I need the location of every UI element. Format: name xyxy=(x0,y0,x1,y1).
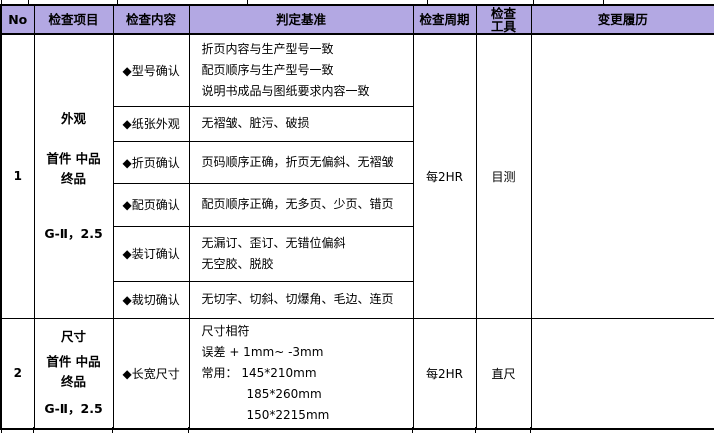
tool-cell: 目测 xyxy=(475,33,532,319)
history-cell xyxy=(530,317,714,429)
col-header-content: 检查内容 xyxy=(112,4,190,35)
criteria-line: 页码顺序正确，折页无偏斜、无褶皱 xyxy=(201,154,394,169)
criteria-line: 尺寸相符 xyxy=(201,323,250,338)
col-header-no: No xyxy=(0,4,35,35)
inspection-table: No 检查项目 检查内容 判定基准 检查周期 检查工具 变更履历 1 外观 首件… xyxy=(0,4,714,430)
criteria-line: 无切字、切斜、切爆角、毛边、连页 xyxy=(201,292,394,306)
col-header-tool-label: 检查工具 xyxy=(490,5,516,34)
check-content-cell: ◆装订确认 xyxy=(112,225,190,282)
table-row: ◆配页确认 配页顺序正确，无多页、少页、错页 xyxy=(1,182,714,227)
inspection-item-lines: 尺寸 首件 中品 终品 G-Ⅱ，2.5 xyxy=(35,327,112,419)
grid-line-fragment xyxy=(28,0,29,4)
criteria-cell: 折页内容与生产型号一致 配页顺序与生产型号一致 说明书成品与图纸要求内容一致 xyxy=(188,33,414,107)
tool-cell: 直尺 xyxy=(475,317,532,429)
history-cell xyxy=(530,33,714,319)
check-content-cell: ◆裁切确认 xyxy=(112,280,190,319)
col-header-history: 变更履历 xyxy=(530,4,714,35)
grid-line-fragment xyxy=(33,427,34,433)
criteria-cell: 无褶皱、脏污、破损 xyxy=(188,105,414,142)
grid-line-fragment xyxy=(112,427,113,433)
criteria-line: 配页顺序正确，无多页、少页、错页 xyxy=(201,197,394,211)
check-content-cell: ◆配页确认 xyxy=(112,182,190,227)
grid-line-fragment xyxy=(412,427,413,433)
criteria-line: 无空胶、脱胶 xyxy=(201,256,274,271)
criteria-cell: 无漏订、歪订、无错位偏斜 无空胶、脱胶 xyxy=(188,225,414,282)
criteria-cell: 无切字、切斜、切爆角、毛边、连页 xyxy=(188,280,414,319)
cycle-cell: 每2HR xyxy=(412,317,477,429)
col-header-criteria: 判定基准 xyxy=(188,4,414,35)
check-content-cell: ◆纸张外观 xyxy=(112,105,190,142)
item-line: 外观 xyxy=(60,110,86,126)
criteria-line: 150*2215mm xyxy=(246,407,330,422)
table-row: ◆折页确认 页码顺序正确，折页无偏斜、无褶皱 xyxy=(1,140,714,184)
grid-line-fragment xyxy=(533,0,534,4)
criteria-line: 185*260mm xyxy=(246,386,322,401)
criteria-line: 误差 + 1mm~ -3mm xyxy=(201,344,324,359)
table-row: ◆装订确认 无漏订、歪订、无错位偏斜 无空胶、脱胶 xyxy=(1,225,714,282)
criteria-line: 无漏订、歪订、无错位偏斜 xyxy=(201,235,346,250)
check-content-cell: ◆长宽尺寸 xyxy=(112,317,190,429)
check-content-cell: ◆型号确认 xyxy=(112,33,190,107)
grid-line-fragment xyxy=(1,0,2,4)
row-no: 2 xyxy=(0,317,35,429)
item-line: 终品 xyxy=(60,170,86,186)
grid-line-fragment xyxy=(117,0,118,4)
item-line: 首件 中品 xyxy=(46,354,101,369)
grid-line-fragment xyxy=(475,427,476,433)
inspection-item-lines: 外观 首件 中品 终品 G-Ⅱ，2.5 xyxy=(35,109,112,244)
grid-line-fragment xyxy=(427,0,428,4)
col-header-tool: 检查工具 xyxy=(475,4,532,35)
grid-line-fragment xyxy=(1,427,2,433)
inspection-item-cell: 尺寸 首件 中品 终品 G-Ⅱ，2.5 xyxy=(33,317,114,429)
criteria-line: 配页顺序与生产型号一致 xyxy=(201,62,334,77)
row-no: 1 xyxy=(0,33,35,319)
table-row: ◆纸张外观 无褶皱、脏污、破损 xyxy=(1,105,714,142)
item-line: 尺寸 xyxy=(60,329,86,344)
item-line: 终品 xyxy=(60,374,86,389)
item-line: 首件 中品 xyxy=(46,150,101,166)
col-header-item: 检查项目 xyxy=(33,4,114,35)
table-row: ◆裁切确认 无切字、切斜、切爆角、毛边、连页 xyxy=(1,280,714,319)
item-line: G-Ⅱ，2.5 xyxy=(44,401,103,416)
criteria-line: 折页内容与生产型号一致 xyxy=(201,41,334,56)
item-line: G-Ⅱ，2.5 xyxy=(44,225,103,241)
grid-line-fragment xyxy=(603,0,604,4)
cycle-cell: 每2HR xyxy=(412,33,477,319)
criteria-line: 无褶皱、脏污、破损 xyxy=(201,116,310,130)
criteria-cell: 配页顺序正确，无多页、少页、错页 xyxy=(188,182,414,227)
grid-line-fragment xyxy=(530,427,531,433)
table-row: 1 外观 首件 中品 终品 G-Ⅱ，2.5 ◆型号确认 折页内容与生产型号一致 … xyxy=(0,33,714,319)
criteria-line: 常用： 145*210mm xyxy=(201,365,317,380)
criteria-cell: 页码顺序正确，折页无偏斜、无褶皱 xyxy=(188,140,414,184)
check-content-cell: ◆折页确认 xyxy=(112,140,190,184)
col-header-cycle: 检查周期 xyxy=(412,4,477,35)
criteria-cell: 尺寸相符 误差 + 1mm~ -3mm 常用： 145*210mm 185*26… xyxy=(188,317,414,429)
table-header-row: No 检查项目 检查内容 判定基准 检查周期 检查工具 变更履历 xyxy=(0,4,714,35)
grid-line-fragment xyxy=(247,0,248,4)
criteria-line: 说明书成品与图纸要求内容一致 xyxy=(201,83,370,98)
inspection-item-cell: 外观 首件 中品 终品 G-Ⅱ，2.5 xyxy=(33,33,114,319)
table-row: 2 尺寸 首件 中品 终品 G-Ⅱ，2.5 ◆长宽尺寸 尺寸相符 误差 + 1m… xyxy=(0,317,714,429)
grid-line-fragment xyxy=(188,427,189,433)
